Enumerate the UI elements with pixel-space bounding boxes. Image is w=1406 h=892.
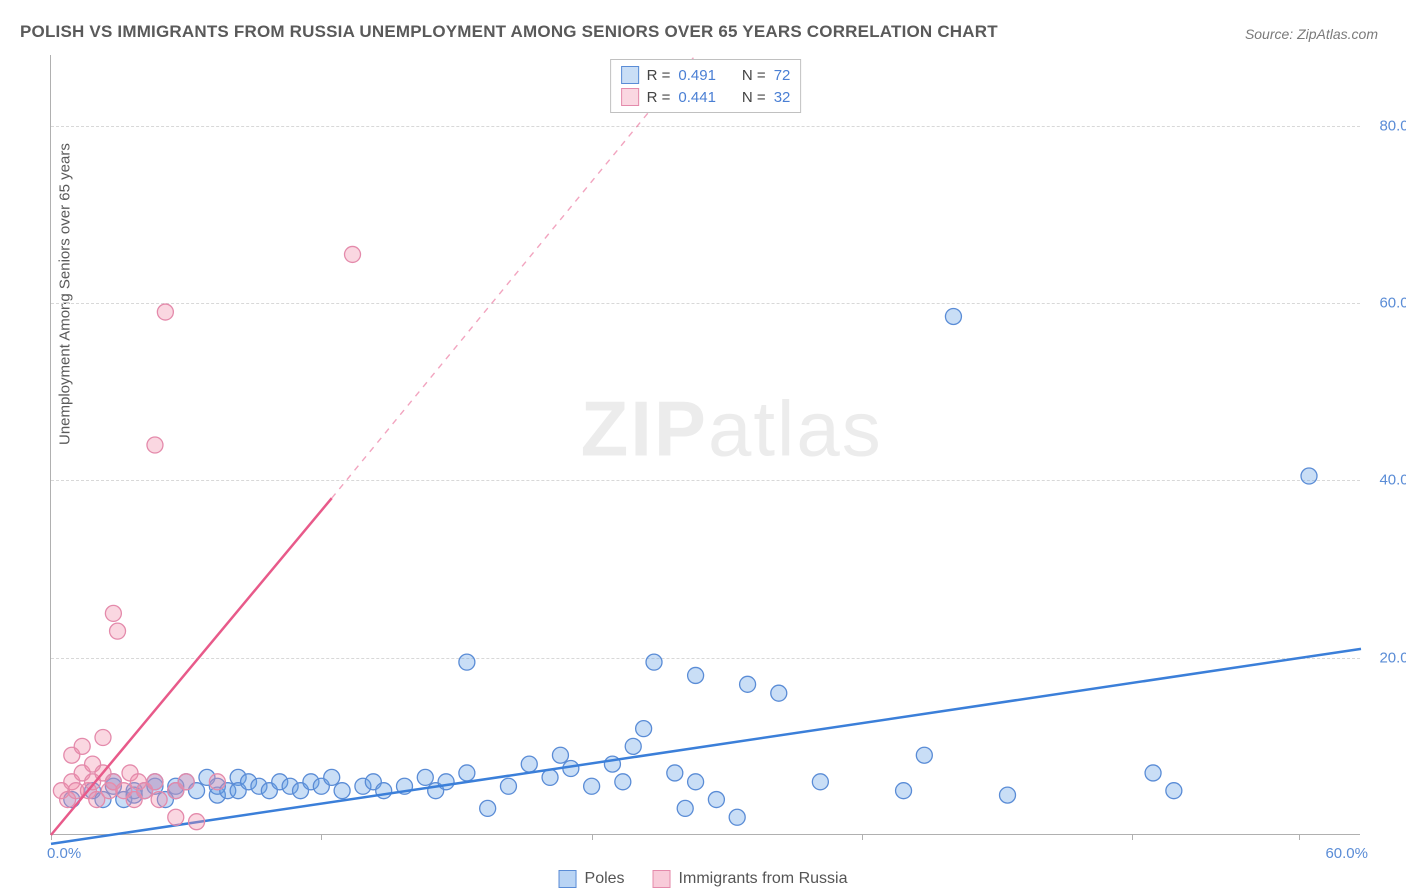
data-point bbox=[95, 730, 111, 746]
data-point bbox=[677, 800, 693, 816]
data-point bbox=[147, 774, 163, 790]
data-point bbox=[916, 747, 932, 763]
data-point bbox=[438, 774, 454, 790]
y-tick-label: 40.0% bbox=[1379, 472, 1406, 489]
x-origin-label: 0.0% bbox=[47, 845, 81, 862]
stats-row: R = 0.491 N = 72 bbox=[621, 64, 791, 86]
y-tick-label: 20.0% bbox=[1379, 649, 1406, 666]
source-label: Source: ZipAtlas.com bbox=[1245, 26, 1378, 42]
data-point bbox=[110, 623, 126, 639]
x-end-label: 60.0% bbox=[1325, 845, 1368, 862]
data-point bbox=[147, 437, 163, 453]
stat-n-label: N = bbox=[742, 89, 766, 106]
legend-swatch bbox=[559, 870, 577, 888]
data-point bbox=[324, 769, 340, 785]
data-point bbox=[334, 783, 350, 799]
chart-title: POLISH VS IMMIGRANTS FROM RUSSIA UNEMPLO… bbox=[20, 22, 998, 42]
x-tick bbox=[592, 834, 593, 840]
stat-r-value: 0.441 bbox=[678, 89, 716, 106]
data-point bbox=[771, 685, 787, 701]
data-point bbox=[521, 756, 537, 772]
data-point bbox=[1000, 787, 1016, 803]
data-point bbox=[542, 769, 558, 785]
stat-r-label: R = bbox=[647, 89, 671, 106]
data-point bbox=[209, 774, 225, 790]
data-point bbox=[688, 667, 704, 683]
series-swatch bbox=[621, 88, 639, 106]
data-point bbox=[1166, 783, 1182, 799]
stats-box: R = 0.491 N = 72 R = 0.441 N = 32 bbox=[610, 59, 802, 113]
data-point bbox=[625, 738, 641, 754]
legend-item: Immigrants from Russia bbox=[653, 870, 848, 888]
data-point bbox=[459, 654, 475, 670]
x-tick bbox=[1299, 834, 1300, 840]
stat-n-value: 32 bbox=[774, 89, 791, 106]
data-point bbox=[459, 765, 475, 781]
legend-item: Poles bbox=[559, 870, 625, 888]
trend-line-dashed bbox=[332, 55, 696, 498]
series-swatch bbox=[621, 66, 639, 84]
data-point bbox=[1145, 765, 1161, 781]
plot-svg bbox=[51, 55, 1360, 834]
data-point bbox=[480, 800, 496, 816]
y-tick-label: 80.0% bbox=[1379, 117, 1406, 134]
data-point bbox=[646, 654, 662, 670]
data-point bbox=[740, 676, 756, 692]
data-point bbox=[178, 774, 194, 790]
data-point bbox=[345, 246, 361, 262]
data-point bbox=[945, 308, 961, 324]
data-point bbox=[688, 774, 704, 790]
y-tick-label: 60.0% bbox=[1379, 295, 1406, 312]
legend: Poles Immigrants from Russia bbox=[559, 870, 848, 888]
x-tick bbox=[862, 834, 863, 840]
stats-row: R = 0.441 N = 32 bbox=[621, 86, 791, 108]
stat-r-value: 0.491 bbox=[678, 67, 716, 84]
data-point bbox=[615, 774, 631, 790]
data-point bbox=[584, 778, 600, 794]
chart-area: Unemployment Among Seniors over 65 years… bbox=[50, 55, 1360, 835]
data-point bbox=[729, 809, 745, 825]
data-point bbox=[74, 738, 90, 754]
trend-line bbox=[51, 649, 1361, 844]
stat-n-value: 72 bbox=[774, 67, 791, 84]
legend-label: Immigrants from Russia bbox=[679, 870, 848, 888]
data-point bbox=[151, 792, 167, 808]
data-point bbox=[636, 721, 652, 737]
legend-swatch bbox=[653, 870, 671, 888]
data-point bbox=[708, 792, 724, 808]
data-point bbox=[189, 814, 205, 830]
data-point bbox=[157, 304, 173, 320]
data-point bbox=[500, 778, 516, 794]
data-point bbox=[812, 774, 828, 790]
data-point bbox=[105, 605, 121, 621]
data-point bbox=[552, 747, 568, 763]
data-point bbox=[667, 765, 683, 781]
legend-label: Poles bbox=[585, 870, 625, 888]
data-point bbox=[1301, 468, 1317, 484]
data-point bbox=[168, 809, 184, 825]
x-tick bbox=[321, 834, 322, 840]
data-point bbox=[417, 769, 433, 785]
stat-n-label: N = bbox=[742, 67, 766, 84]
data-point bbox=[896, 783, 912, 799]
x-tick bbox=[1132, 834, 1133, 840]
stat-r-label: R = bbox=[647, 67, 671, 84]
